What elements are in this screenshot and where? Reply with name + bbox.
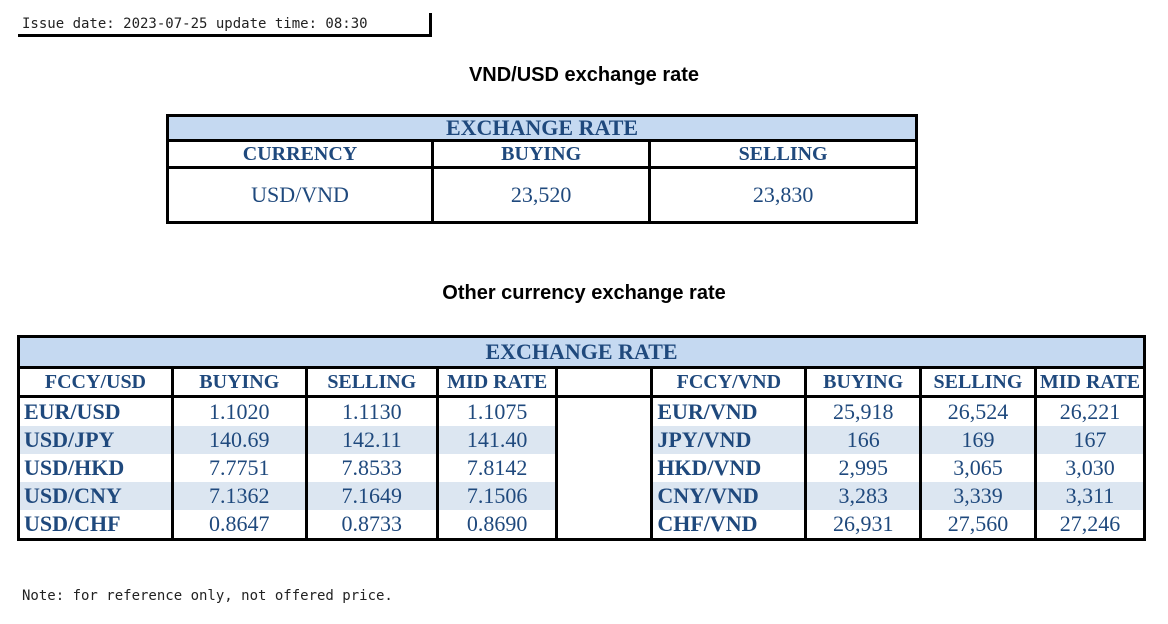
buying-cell: 26,931	[805, 510, 922, 540]
selling-cell: 142.11	[306, 426, 439, 454]
col-header-selling: SELLING	[649, 140, 917, 169]
mid-rate-cell: 141.40	[437, 426, 559, 454]
vnd-usd-table: EXCHANGE RATE CURRENCY BUYING SELLING US…	[166, 114, 918, 224]
selling-cell: 0.8733	[306, 510, 439, 540]
selling-cell: 23,830	[752, 182, 814, 207]
pair-cell: HKD/VND	[651, 454, 808, 482]
buying-cell: 166	[805, 426, 922, 454]
other-currency-section-title: Other currency exchange rate	[442, 282, 726, 304]
col-header-selling: SELLING	[306, 367, 439, 398]
col-header-mid-rate: MID RATE	[1035, 367, 1145, 398]
buying-cell: 140.69	[172, 426, 308, 454]
buying-cell: 1.1020	[172, 396, 308, 426]
gap-cell	[556, 454, 654, 482]
table-row: USD/HKD 7.7751 7.8533 7.8142 HKD/VND 2,9…	[18, 454, 1145, 482]
buying-cell: 7.1362	[172, 482, 308, 510]
gap-cell	[556, 426, 654, 454]
selling-cell: 169	[920, 426, 1037, 454]
pair-cell: EUR/USD	[18, 396, 174, 426]
col-header-buying: BUYING	[172, 367, 308, 398]
mid-rate-cell: 26,221	[1059, 399, 1121, 424]
col-header-buying: BUYING	[432, 140, 652, 169]
pair-cell: CNY/VND	[651, 482, 808, 510]
currency-cell: USD/VND	[167, 167, 435, 223]
table-row: USD/VND 23,520 23,830	[167, 167, 917, 223]
buying-cell: 23,520	[432, 167, 652, 223]
selling-cell: 3,339	[920, 482, 1037, 510]
selling-cell: 7.1649	[306, 482, 439, 510]
vnd-usd-section-title: VND/USD exchange rate	[468, 64, 700, 86]
gap-cell	[556, 367, 654, 398]
col-header-buying: BUYING	[805, 367, 922, 398]
col-header-selling: SELLING	[920, 367, 1037, 398]
exchange-rate-header: EXCHANGE RATE	[167, 115, 917, 142]
exchange-rate-header: EXCHANGE RATE	[18, 336, 1145, 369]
other-currency-table: EXCHANGE RATE FCCY/USD BUYING SELLING MI…	[17, 335, 1146, 541]
buying-cell: 3,283	[805, 482, 922, 510]
mid-rate-cell: 3,311	[1035, 482, 1145, 510]
pair-cell: JPY/VND	[651, 426, 808, 454]
mid-rate-cell: 7.1506	[437, 482, 559, 510]
selling-cell: 1.1130	[306, 396, 439, 426]
pair-cell: USD/CNY	[18, 482, 174, 510]
issue-date-box: Issue date: 2023-07-25 update time: 08:3…	[18, 13, 432, 37]
mid-rate-cell: 7.8142	[437, 454, 559, 482]
selling-cell: 26,524	[920, 396, 1037, 426]
pair-cell: USD/JPY	[18, 426, 174, 454]
col-header-currency: CURRENCY	[167, 140, 435, 169]
mid-rate-cell: 0.8690	[437, 510, 559, 540]
table-row: USD/CNY 7.1362 7.1649 7.1506 CNY/VND 3,2…	[18, 482, 1145, 510]
gap-cell	[556, 482, 654, 510]
pair-cell: USD/HKD	[18, 454, 174, 482]
pair-cell: EUR/VND	[651, 396, 808, 426]
issue-date-text: Issue date: 2023-07-25 update time: 08:3…	[22, 16, 368, 32]
reference-note: Note: for reference only, not offered pr…	[22, 588, 393, 604]
buying-cell: 25,918	[805, 396, 922, 426]
mid-rate-cell: 3,030	[1065, 455, 1115, 480]
gap-cell	[556, 510, 654, 540]
selling-cell: 7.8533	[306, 454, 439, 482]
buying-cell: 0.8647	[172, 510, 308, 540]
gap-cell	[556, 396, 654, 426]
table-row: EUR/USD 1.1020 1.1130 1.1075 EUR/VND 25,…	[18, 396, 1145, 426]
buying-cell: 7.7751	[172, 454, 308, 482]
mid-rate-cell: 27,246	[1059, 511, 1121, 536]
pair-cell: CHF/VND	[651, 510, 808, 540]
selling-cell: 27,560	[920, 510, 1037, 540]
col-header-fccy-vnd: FCCY/VND	[651, 367, 808, 398]
col-header-fccy-usd: FCCY/USD	[18, 367, 174, 398]
mid-rate-cell: 1.1075	[437, 396, 559, 426]
buying-cell: 2,995	[805, 454, 922, 482]
selling-cell: 3,065	[920, 454, 1037, 482]
col-header-mid-rate: MID RATE	[437, 367, 559, 398]
table-row: USD/JPY 140.69 142.11 141.40 JPY/VND 166…	[18, 426, 1145, 454]
pair-cell: USD/CHF	[18, 510, 174, 540]
table-row: USD/CHF 0.8647 0.8733 0.8690 CHF/VND 26,…	[18, 510, 1145, 540]
mid-rate-cell: 167	[1035, 426, 1145, 454]
